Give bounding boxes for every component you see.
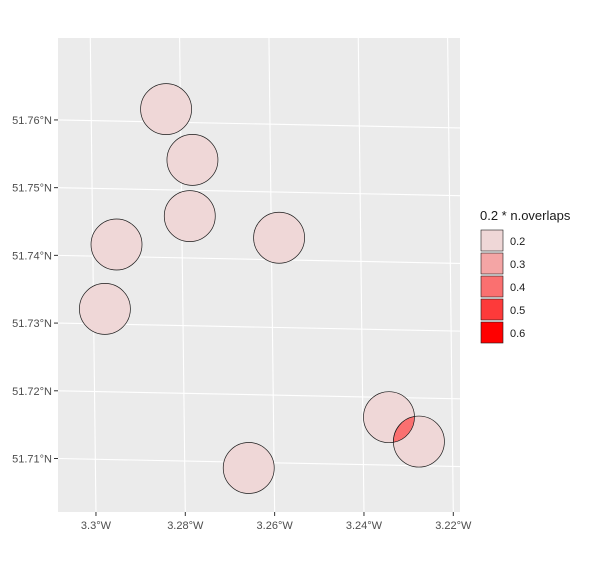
circle-marker	[79, 283, 131, 335]
overlap-region	[393, 416, 415, 443]
circle-marker	[222, 442, 275, 494]
y-grid-line	[58, 119, 460, 129]
circle-marker	[253, 211, 305, 264]
legend: 0.2 * n.overlaps 0.2 0.3 0.4 0.5 0.6	[480, 208, 571, 344]
circle-marker	[166, 134, 219, 186]
circle-marker	[140, 83, 192, 135]
y-tick-label: 51.73°N	[12, 318, 52, 330]
x-grid-line	[89, 38, 97, 512]
x-grid-line	[447, 38, 454, 512]
y-grid-line	[58, 187, 460, 197]
y-tick-label: 51.75°N	[12, 183, 52, 195]
x-tick-label: 3.26°W	[257, 520, 294, 532]
y-tick-label: 51.76°N	[12, 115, 52, 127]
legend-title: 0.2 * n.overlaps	[480, 208, 571, 223]
legend-entries: 0.2 0.3 0.4 0.5 0.6	[480, 229, 525, 344]
circle-marker	[163, 190, 216, 242]
legend-key	[480, 321, 504, 344]
legend-label: 0.3	[510, 259, 525, 271]
legend-key	[480, 229, 504, 252]
legend-key	[480, 298, 504, 321]
x-axis: 3.3°W 3.28°W 3.26°W 3.24°W 3.22°W	[81, 512, 472, 532]
x-grid-line	[268, 38, 276, 512]
x-tick-label: 3.24°W	[346, 520, 383, 532]
x-grid-line	[357, 38, 365, 512]
x-tick-label: 3.3°W	[81, 520, 112, 532]
y-axis: 51.71°N 51.72°N 51.73°N 51.74°N 51.75°N 51.76…	[12, 115, 58, 466]
legend-key	[480, 275, 504, 298]
x-tick-label: 3.28°W	[167, 520, 204, 532]
circle-layer	[79, 83, 445, 494]
y-tick-label: 51.72°N	[12, 386, 52, 398]
legend-label: 0.2	[510, 236, 525, 248]
circle-marker	[90, 218, 143, 271]
y-tick-label: 51.74°N	[12, 250, 52, 262]
legend-label: 0.6	[510, 328, 525, 340]
legend-label: 0.5	[510, 305, 525, 317]
x-tick-label: 3.22°W	[435, 520, 472, 532]
legend-key	[480, 252, 504, 275]
legend-label: 0.4	[510, 282, 525, 294]
y-tick-label: 51.71°N	[12, 454, 52, 466]
